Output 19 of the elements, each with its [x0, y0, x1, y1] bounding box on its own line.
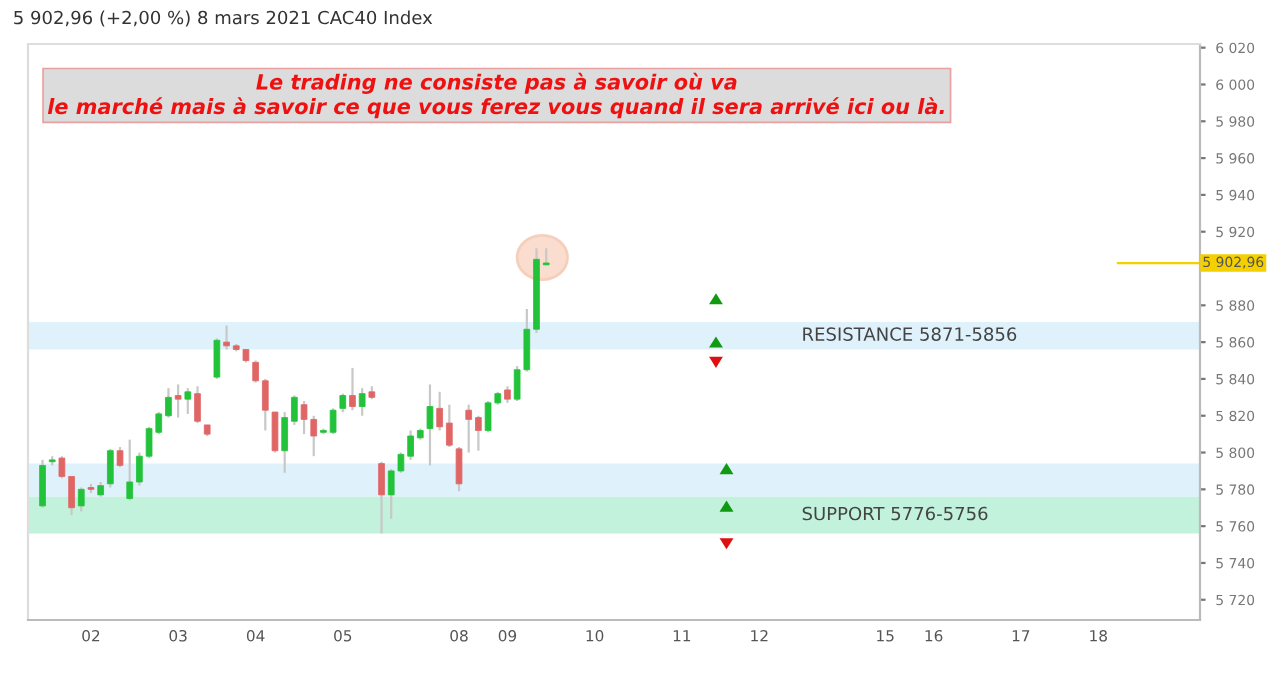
candlestick	[77, 486, 85, 513]
candlestick	[174, 383, 182, 419]
candlestick	[184, 387, 192, 415]
band-label: SUPPORT 5776-5756	[802, 506, 988, 521]
candlestick	[358, 387, 366, 417]
candlestick	[426, 383, 434, 467]
candlestick	[39, 458, 46, 509]
candlestick	[349, 366, 356, 412]
candlestick	[107, 447, 114, 489]
candlestick	[455, 445, 463, 493]
annotation: Le trading ne consiste pas à savoir où va le marché mais à savoir ce que vous ferez vous quand il sera arrivé ici ou là.	[47, 72, 944, 119]
candlestick	[378, 460, 385, 535]
candlestick	[271, 410, 279, 454]
candlestick	[213, 337, 221, 381]
band-label: RESISTANCE 5871-5856	[803, 327, 1017, 341]
candlestick	[116, 445, 124, 469]
candlestick	[194, 385, 201, 425]
candlestick	[339, 392, 347, 414]
chart-title: 5 902,96 (+2,00 %) 8 mars 2021 CAC40 Index	[14, 10, 433, 27]
